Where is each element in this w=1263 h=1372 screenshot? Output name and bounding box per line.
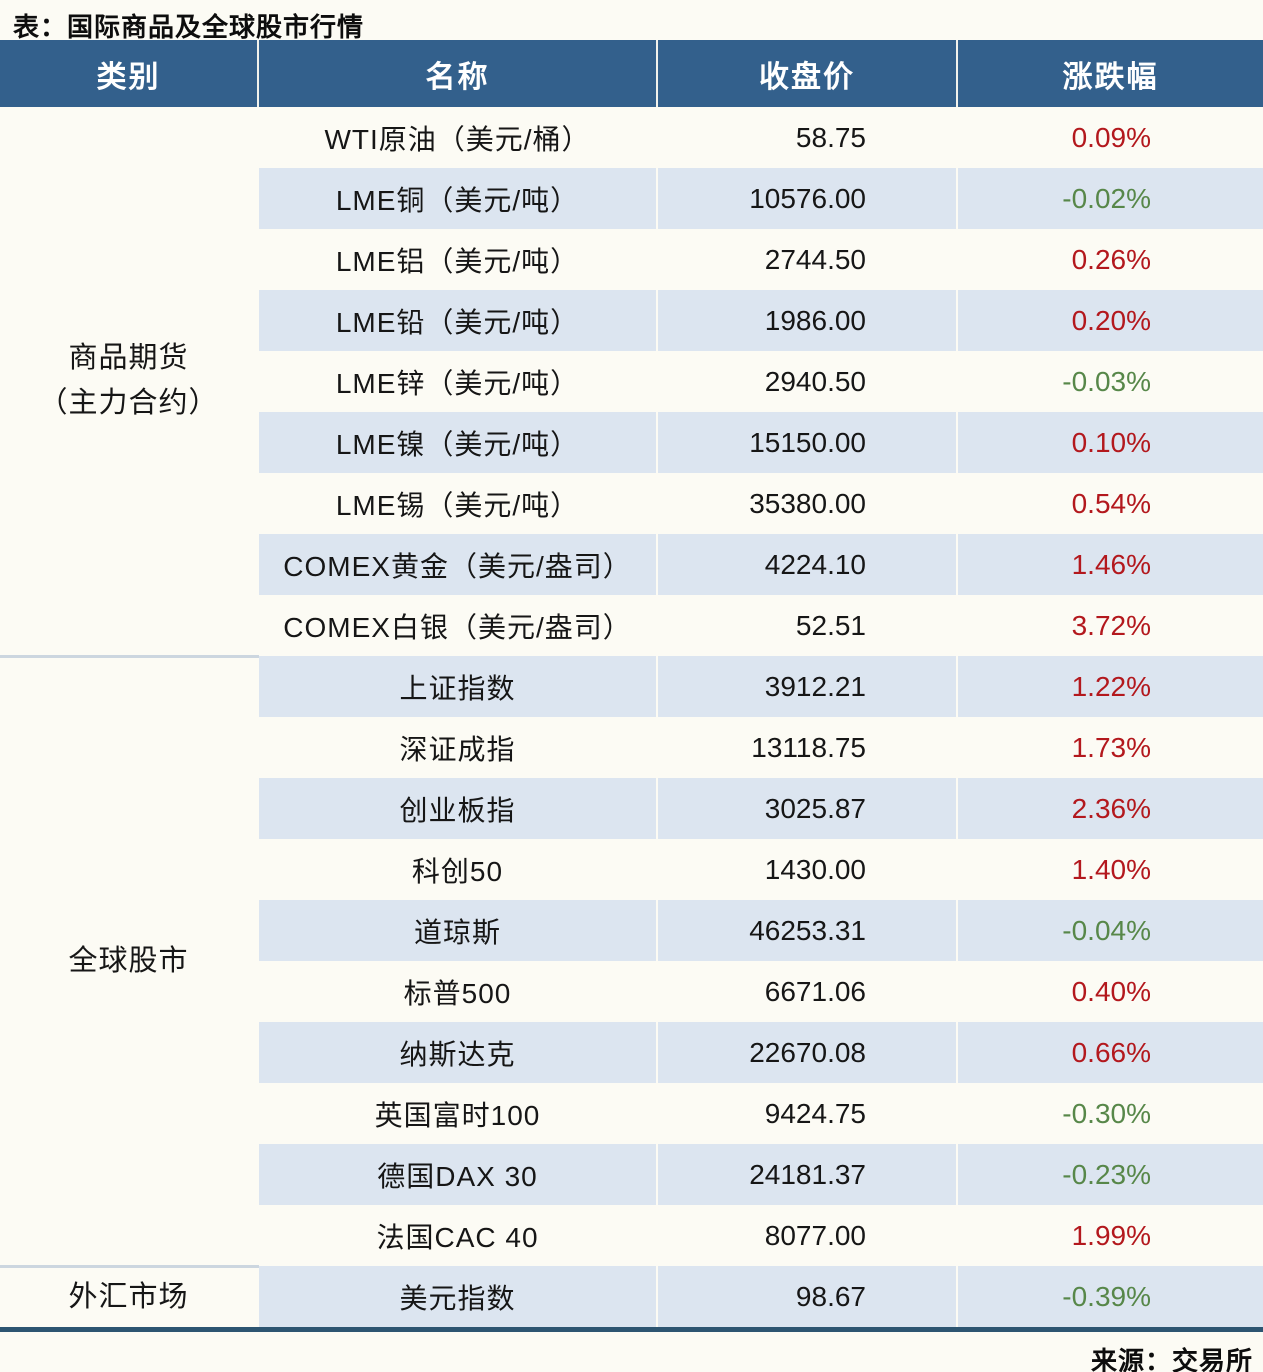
change-percent-cell: 3.72%: [956, 595, 1263, 656]
close-price-cell: 24181.37: [656, 1144, 957, 1205]
change-percent-cell: 0.40%: [956, 961, 1263, 1022]
change-percent-cell: 2.36%: [956, 778, 1263, 839]
table-bottom-border: [0, 1327, 1263, 1332]
change-percent-cell: -0.04%: [956, 900, 1263, 961]
close-price-cell: 46253.31: [656, 900, 957, 961]
change-percent-cell: 0.26%: [956, 229, 1263, 290]
change-percent-cell: -0.23%: [956, 1144, 1263, 1205]
table-row: COMEX黄金（美元/盎司） 4224.10 1.46%: [0, 534, 1263, 595]
table-row: COMEX白银（美元/盎司） 52.51 3.72%: [0, 595, 1263, 656]
instrument-name-cell: 美元指数: [257, 1266, 657, 1327]
instrument-name-cell: 创业板指: [257, 778, 657, 839]
close-price-cell: 3912.21: [656, 656, 957, 717]
table-row: 德国DAX 30 24181.37 -0.23%: [0, 1144, 1263, 1205]
change-percent-cell: 0.54%: [956, 473, 1263, 534]
close-price-cell: 2940.50: [656, 351, 957, 412]
change-percent-cell: 1.40%: [956, 839, 1263, 900]
table-row: 外汇市场 美元指数 98.67 -0.39%: [0, 1264, 1263, 1327]
column-header-name: 名称: [257, 40, 657, 107]
instrument-name-cell: LME锡（美元/吨）: [257, 473, 657, 534]
instrument-name-cell: 英国富时100: [257, 1083, 657, 1144]
category-cell: 外汇市场: [0, 1264, 258, 1327]
close-price-cell: 9424.75: [656, 1083, 957, 1144]
column-header-change: 涨跌幅: [956, 40, 1263, 107]
category-cell: 商品期货 （主力合约）: [0, 107, 258, 656]
table-row: 全球股市 上证指数 3912.21 1.22%: [0, 654, 1263, 1266]
close-price-cell: 13118.75: [656, 717, 957, 778]
change-percent-cell: 1.99%: [956, 1205, 1263, 1266]
close-price-cell: 8077.00: [656, 1205, 957, 1266]
column-header-category: 类别: [0, 40, 258, 107]
instrument-name-cell: LME铝（美元/吨）: [257, 229, 657, 290]
table-row: LME锌（美元/吨） 2940.50 -0.03%: [0, 351, 1263, 412]
close-price-cell: 1430.00: [656, 839, 957, 900]
table-row: 英国富时100 9424.75 -0.30%: [0, 1083, 1263, 1144]
close-price-cell: 35380.00: [656, 473, 957, 534]
instrument-name-cell: LME镍（美元/吨）: [257, 412, 657, 473]
close-price-cell: 10576.00: [656, 168, 957, 229]
table-row: LME铜（美元/吨） 10576.00 -0.02%: [0, 168, 1263, 229]
change-percent-cell: 1.22%: [956, 656, 1263, 717]
instrument-name-cell: COMEX黄金（美元/盎司）: [257, 534, 657, 595]
close-price-cell: 6671.06: [656, 961, 957, 1022]
change-percent-cell: -0.39%: [956, 1266, 1263, 1327]
table-row: LME铅（美元/吨） 1986.00 0.20%: [0, 290, 1263, 351]
table-row: 标普500 6671.06 0.40%: [0, 961, 1263, 1022]
instrument-name-cell: 深证成指: [257, 717, 657, 778]
close-price-cell: 52.51: [656, 595, 957, 656]
change-percent-cell: -0.30%: [956, 1083, 1263, 1144]
instrument-name-cell: WTI原油（美元/桶）: [257, 107, 657, 168]
close-price-cell: 22670.08: [656, 1022, 957, 1083]
change-percent-cell: 0.66%: [956, 1022, 1263, 1083]
close-price-cell: 58.75: [656, 107, 957, 168]
close-price-cell: 15150.00: [656, 412, 957, 473]
instrument-name-cell: 纳斯达克: [257, 1022, 657, 1083]
close-price-cell: 4224.10: [656, 534, 957, 595]
table-row: 创业板指 3025.87 2.36%: [0, 778, 1263, 839]
change-percent-cell: 0.09%: [956, 107, 1263, 168]
header-row: 类别 名称 收盘价 涨跌幅: [0, 40, 1263, 107]
source-credit: 来源：交易所: [1090, 1346, 1253, 1372]
table-row: 纳斯达克 22670.08 0.66%: [0, 1022, 1263, 1083]
column-header-close: 收盘价: [656, 40, 957, 107]
change-percent-cell: 1.73%: [956, 717, 1263, 778]
table-row: LME铝（美元/吨） 2744.50 0.26%: [0, 229, 1263, 290]
table-header: 类别 名称 收盘价 涨跌幅: [0, 40, 1263, 107]
category-cell: 全球股市: [0, 654, 258, 1266]
quotes-table: 类别 名称 收盘价 涨跌幅 商品期货 （主力合约） WTI原油（美元/桶） 58.7…: [0, 40, 1263, 1327]
table-row: LME镍（美元/吨） 15150.00 0.10%: [0, 412, 1263, 473]
change-percent-cell: -0.02%: [956, 168, 1263, 229]
table-body: 商品期货 （主力合约） WTI原油（美元/桶） 58.75 0.09% LME铜（美元/…: [0, 107, 1263, 1327]
change-percent-cell: 0.10%: [956, 412, 1263, 473]
table-row: 法国CAC 40 8077.00 1.99%: [0, 1205, 1263, 1266]
instrument-name-cell: LME铅（美元/吨）: [257, 290, 657, 351]
change-percent-cell: -0.03%: [956, 351, 1263, 412]
instrument-name-cell: LME铜（美元/吨）: [257, 168, 657, 229]
page-title: 表：国际商品及全球股市行情: [13, 12, 365, 42]
table-row: 深证成指 13118.75 1.73%: [0, 717, 1263, 778]
change-percent-cell: 0.20%: [956, 290, 1263, 351]
instrument-name-cell: LME锌（美元/吨）: [257, 351, 657, 412]
instrument-name-cell: COMEX白银（美元/盎司）: [257, 595, 657, 656]
table-row: 商品期货 （主力合约） WTI原油（美元/桶） 58.75 0.09%: [0, 107, 1263, 656]
table-row: 道琼斯 46253.31 -0.04%: [0, 900, 1263, 961]
close-price-cell: 2744.50: [656, 229, 957, 290]
close-price-cell: 3025.87: [656, 778, 957, 839]
change-percent-cell: 1.46%: [956, 534, 1263, 595]
instrument-name-cell: 标普500: [257, 961, 657, 1022]
close-price-cell: 1986.00: [656, 290, 957, 351]
table-row: 科创50 1430.00 1.40%: [0, 839, 1263, 900]
instrument-name-cell: 上证指数: [257, 656, 657, 717]
instrument-name-cell: 德国DAX 30: [257, 1144, 657, 1205]
instrument-name-cell: 道琼斯: [257, 900, 657, 961]
close-price-cell: 98.67: [656, 1266, 957, 1327]
instrument-name-cell: 法国CAC 40: [257, 1205, 657, 1266]
table-row: LME锡（美元/吨） 35380.00 0.54%: [0, 473, 1263, 534]
instrument-name-cell: 科创50: [257, 839, 657, 900]
